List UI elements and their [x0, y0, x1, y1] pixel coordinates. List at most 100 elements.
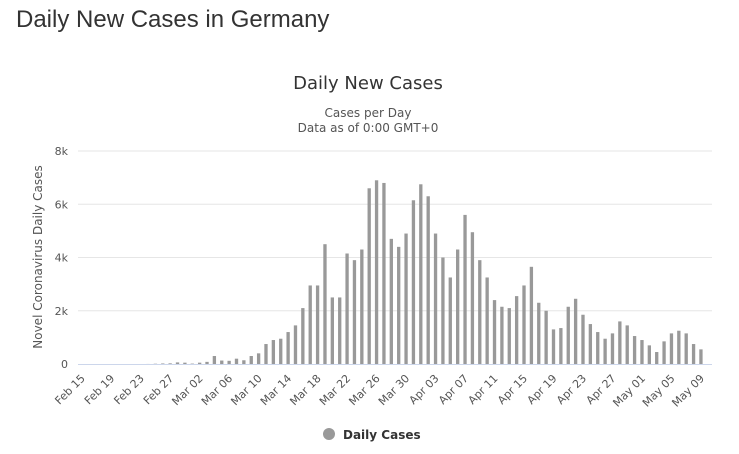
bar[interactable]: [293, 325, 298, 364]
bar[interactable]: [647, 345, 651, 364]
bar[interactable]: [566, 306, 570, 364]
x-tick-label: Mar 14: [258, 372, 294, 408]
bar[interactable]: [426, 196, 430, 364]
bar[interactable]: [618, 321, 622, 364]
bar[interactable]: [227, 360, 231, 364]
bar[interactable]: [529, 266, 534, 364]
bar[interactable]: [500, 306, 504, 364]
x-tick-label: Feb 19: [82, 372, 117, 407]
bar[interactable]: [234, 358, 239, 364]
legend-marker-daily-cases[interactable]: [323, 428, 335, 440]
x-tick-label: Apr 15: [495, 372, 530, 407]
bar[interactable]: [677, 330, 681, 364]
bar[interactable]: [308, 285, 312, 364]
y-axis-title: Novel Coronavirus Daily Cases: [31, 165, 45, 348]
y-tick-label: 0: [61, 358, 68, 371]
bar[interactable]: [249, 356, 253, 364]
y-tick-label: 4k: [55, 252, 69, 265]
bar[interactable]: [360, 249, 364, 364]
y-axis-labels: 0 2k 4k 6k 8k: [55, 145, 69, 371]
bar[interactable]: [625, 325, 629, 364]
bar[interactable]: [315, 285, 320, 364]
bar[interactable]: [537, 302, 541, 364]
bar[interactable]: [212, 356, 217, 364]
bar[interactable]: [352, 260, 357, 364]
bar[interactable]: [448, 277, 452, 364]
bar[interactable]: [205, 361, 209, 364]
bar[interactable]: [411, 200, 416, 364]
bar[interactable]: [301, 308, 305, 364]
bar[interactable]: [286, 332, 290, 364]
bar[interactable]: [397, 246, 401, 364]
bar[interactable]: [345, 253, 349, 364]
bar[interactable]: [279, 338, 283, 364]
bar[interactable]: [684, 333, 688, 364]
y-tick-label: 6k: [55, 198, 69, 211]
bar[interactable]: [551, 329, 556, 364]
bar[interactable]: [581, 314, 585, 364]
bar[interactable]: [492, 300, 497, 364]
bar[interactable]: [374, 180, 379, 364]
bar[interactable]: [330, 297, 334, 364]
x-tick-label: Apr 23: [554, 372, 589, 407]
bar[interactable]: [168, 363, 172, 364]
bar[interactable]: [419, 184, 423, 364]
legend-label-daily-cases[interactable]: Daily Cases: [343, 428, 421, 442]
bar[interactable]: [382, 182, 386, 364]
page-title: Daily New Cases in Germany: [16, 6, 330, 33]
bar[interactable]: [197, 362, 202, 364]
bar[interactable]: [669, 333, 674, 364]
x-tick-label: Feb 15: [52, 372, 87, 407]
bar[interactable]: [470, 232, 475, 364]
bar[interactable]: [242, 360, 246, 364]
bar[interactable]: [596, 332, 600, 364]
bar[interactable]: [559, 328, 563, 364]
bar[interactable]: [404, 233, 408, 364]
x-tick-label: Apr 03: [407, 372, 442, 407]
bar[interactable]: [456, 249, 460, 364]
bar[interactable]: [161, 363, 165, 364]
y-tick-label: 8k: [55, 145, 69, 158]
bar[interactable]: [264, 344, 268, 364]
bar[interactable]: [323, 244, 327, 364]
bar[interactable]: [573, 298, 578, 364]
bar[interactable]: [691, 344, 696, 364]
bar[interactable]: [478, 260, 482, 364]
x-tick-label: Apr 19: [525, 372, 560, 407]
bar[interactable]: [699, 349, 703, 364]
x-tick-label: Mar 02: [169, 372, 205, 408]
bar[interactable]: [485, 277, 489, 364]
bar[interactable]: [603, 338, 607, 364]
bar[interactable]: [514, 296, 519, 364]
bar[interactable]: [588, 324, 593, 364]
x-tick-label: Mar 22: [317, 372, 353, 408]
bar[interactable]: [632, 336, 637, 364]
bar[interactable]: [271, 340, 276, 364]
chart-subtitle-line2: Data as of 0:00 GMT+0: [298, 121, 439, 135]
bar[interactable]: [367, 188, 371, 364]
bar[interactable]: [338, 297, 342, 364]
bar[interactable]: [522, 285, 526, 364]
legend[interactable]: Daily Cases: [323, 428, 421, 442]
bar[interactable]: [640, 340, 644, 364]
bar[interactable]: [389, 238, 393, 364]
bar[interactable]: [441, 257, 445, 365]
bar[interactable]: [183, 362, 187, 364]
bar[interactable]: [655, 352, 659, 364]
x-tick-label: Feb 23: [111, 372, 146, 407]
bar[interactable]: [433, 233, 438, 364]
bar[interactable]: [610, 333, 615, 364]
x-tick-label: Feb 27: [141, 372, 176, 407]
chart-title: Daily New Cases: [293, 73, 443, 94]
y-tick-label: 2k: [55, 305, 69, 318]
bar[interactable]: [544, 310, 548, 364]
bar[interactable]: [220, 360, 224, 364]
bar[interactable]: [662, 341, 666, 364]
chart-subtitle-line1: Cases per Day: [325, 106, 412, 120]
bar[interactable]: [507, 308, 511, 364]
bar[interactable]: [256, 353, 261, 364]
bar[interactable]: [175, 362, 180, 364]
bar[interactable]: [463, 214, 467, 364]
